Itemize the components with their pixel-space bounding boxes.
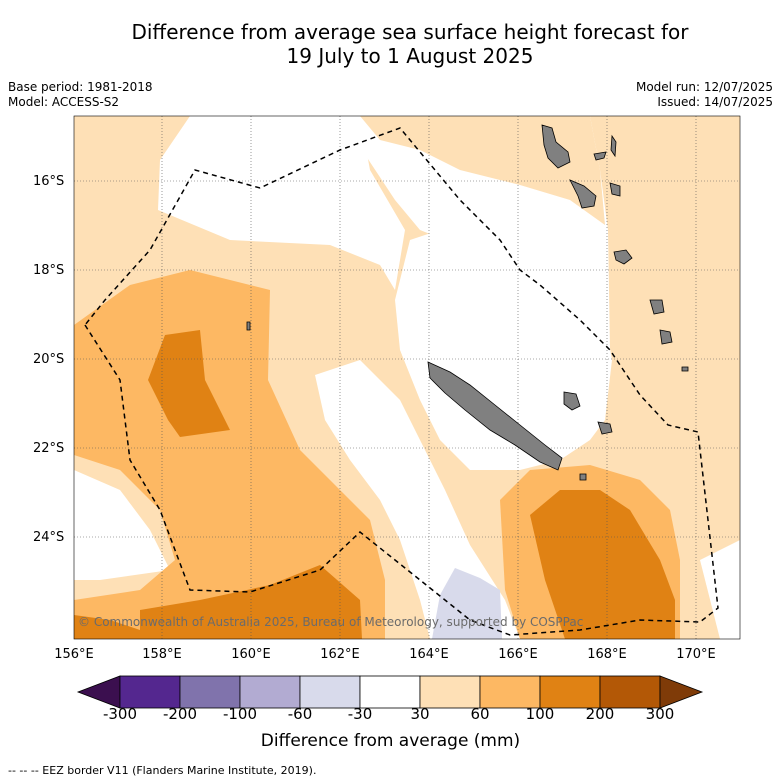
colorbar-bin-8 xyxy=(539,675,601,709)
model-info: Base period: 1981-2018 Model: ACCESS-S2 xyxy=(8,80,153,110)
island-3 xyxy=(610,134,617,158)
title-line-1: Difference from average sea surface heig… xyxy=(131,20,689,44)
lat-label-16s: 16°S xyxy=(33,174,65,189)
colorbar-tick-6: 30 xyxy=(410,705,430,723)
copyright-notice: © Commonwealth of Australia 2025, Bureau… xyxy=(78,615,584,629)
colorbar-tick-9: 200 xyxy=(585,705,615,723)
lon-label-158e: 158°E xyxy=(142,647,182,662)
lon-label-168e: 168°E xyxy=(587,647,627,662)
lat-label-24s: 24°S xyxy=(33,530,65,545)
dark-orange-region-west xyxy=(148,330,230,437)
title-line-2: 19 July to 1 August 2025 xyxy=(286,44,534,68)
issued-date: Issued: 14/07/2025 xyxy=(657,95,773,109)
colorbar-bin-2 xyxy=(179,675,241,709)
island-13 xyxy=(681,366,689,372)
map-title: Difference from average sea surface heig… xyxy=(40,20,780,68)
colorbar-tick-10: 300 xyxy=(645,705,675,723)
colorbar-tick-5: -30 xyxy=(347,705,373,723)
lon-label-160e: 160°E xyxy=(231,647,271,662)
colorbar xyxy=(76,675,704,709)
island-5 xyxy=(609,182,621,197)
white-region-west xyxy=(74,470,170,580)
white-region-southeast xyxy=(700,540,740,639)
new-caledonia-land xyxy=(427,361,563,471)
lat-label-18s: 18°S xyxy=(33,263,65,278)
colorbar-extend-low xyxy=(76,675,121,709)
base-period: Base period: 1981-2018 xyxy=(8,80,153,94)
island-4 xyxy=(569,179,597,209)
colorbar-tick-8: 100 xyxy=(525,705,555,723)
eez-border xyxy=(84,127,719,636)
colorbar-bin-3 xyxy=(239,675,301,709)
colorbar-tick-1: -300 xyxy=(102,705,138,723)
island-7 xyxy=(649,299,665,315)
lon-label-156e: 156°E xyxy=(54,647,94,662)
lon-label-162e: 162°E xyxy=(320,647,360,662)
island-12 xyxy=(246,321,251,331)
colorbar-tick-4: -60 xyxy=(287,705,313,723)
light-purple-region xyxy=(432,568,502,639)
island-1 xyxy=(541,124,571,169)
graticule xyxy=(74,116,740,639)
white-region-south xyxy=(315,360,520,639)
colorbar-bin-9 xyxy=(599,675,661,709)
run-info: Model run: 12/07/2025 Issued: 14/07/2025 xyxy=(636,80,773,110)
island-11 xyxy=(579,473,587,481)
colorbar-tick-2: -200 xyxy=(162,705,198,723)
dark-orange-region-southwest xyxy=(74,615,140,639)
colorbar-bin-6 xyxy=(419,675,481,709)
colorbar-extend-high xyxy=(659,675,704,709)
colorbar-bin-1 xyxy=(119,675,181,709)
white-region-northwest xyxy=(158,116,405,290)
island-8 xyxy=(659,329,673,345)
model-run: Model run: 12/07/2025 xyxy=(635,80,773,94)
eez-footnote: -- -- -- EEZ border V11 (Flanders Marine… xyxy=(8,764,317,777)
land-masses xyxy=(246,124,689,481)
mid-orange-region-west xyxy=(74,270,385,639)
island-9 xyxy=(563,391,581,411)
lon-label-166e: 166°E xyxy=(498,647,538,662)
island-6 xyxy=(613,249,633,265)
island-2 xyxy=(593,151,607,161)
map-frame xyxy=(73,115,741,640)
lon-label-170e: 170°E xyxy=(676,647,716,662)
island-10 xyxy=(597,421,613,435)
colorbar-bin-5 xyxy=(359,675,421,709)
colorbar-tick-3: -100 xyxy=(222,705,258,723)
colorbar-title: Difference from average (mm) xyxy=(260,731,521,751)
lat-label-22s: 22°S xyxy=(33,441,65,456)
lat-label-20s: 20°S xyxy=(33,352,65,367)
model-name: Model: ACCESS-S2 xyxy=(8,95,120,109)
white-region-central xyxy=(395,230,612,470)
colorbar-bin-7 xyxy=(479,675,541,709)
white-region-north xyxy=(190,116,740,350)
colorbar-bin-4 xyxy=(299,675,361,709)
dark-orange-region-southeast xyxy=(530,490,675,639)
lon-label-164e: 164°E xyxy=(409,647,449,662)
colorbar-tick-7: 60 xyxy=(470,705,490,723)
